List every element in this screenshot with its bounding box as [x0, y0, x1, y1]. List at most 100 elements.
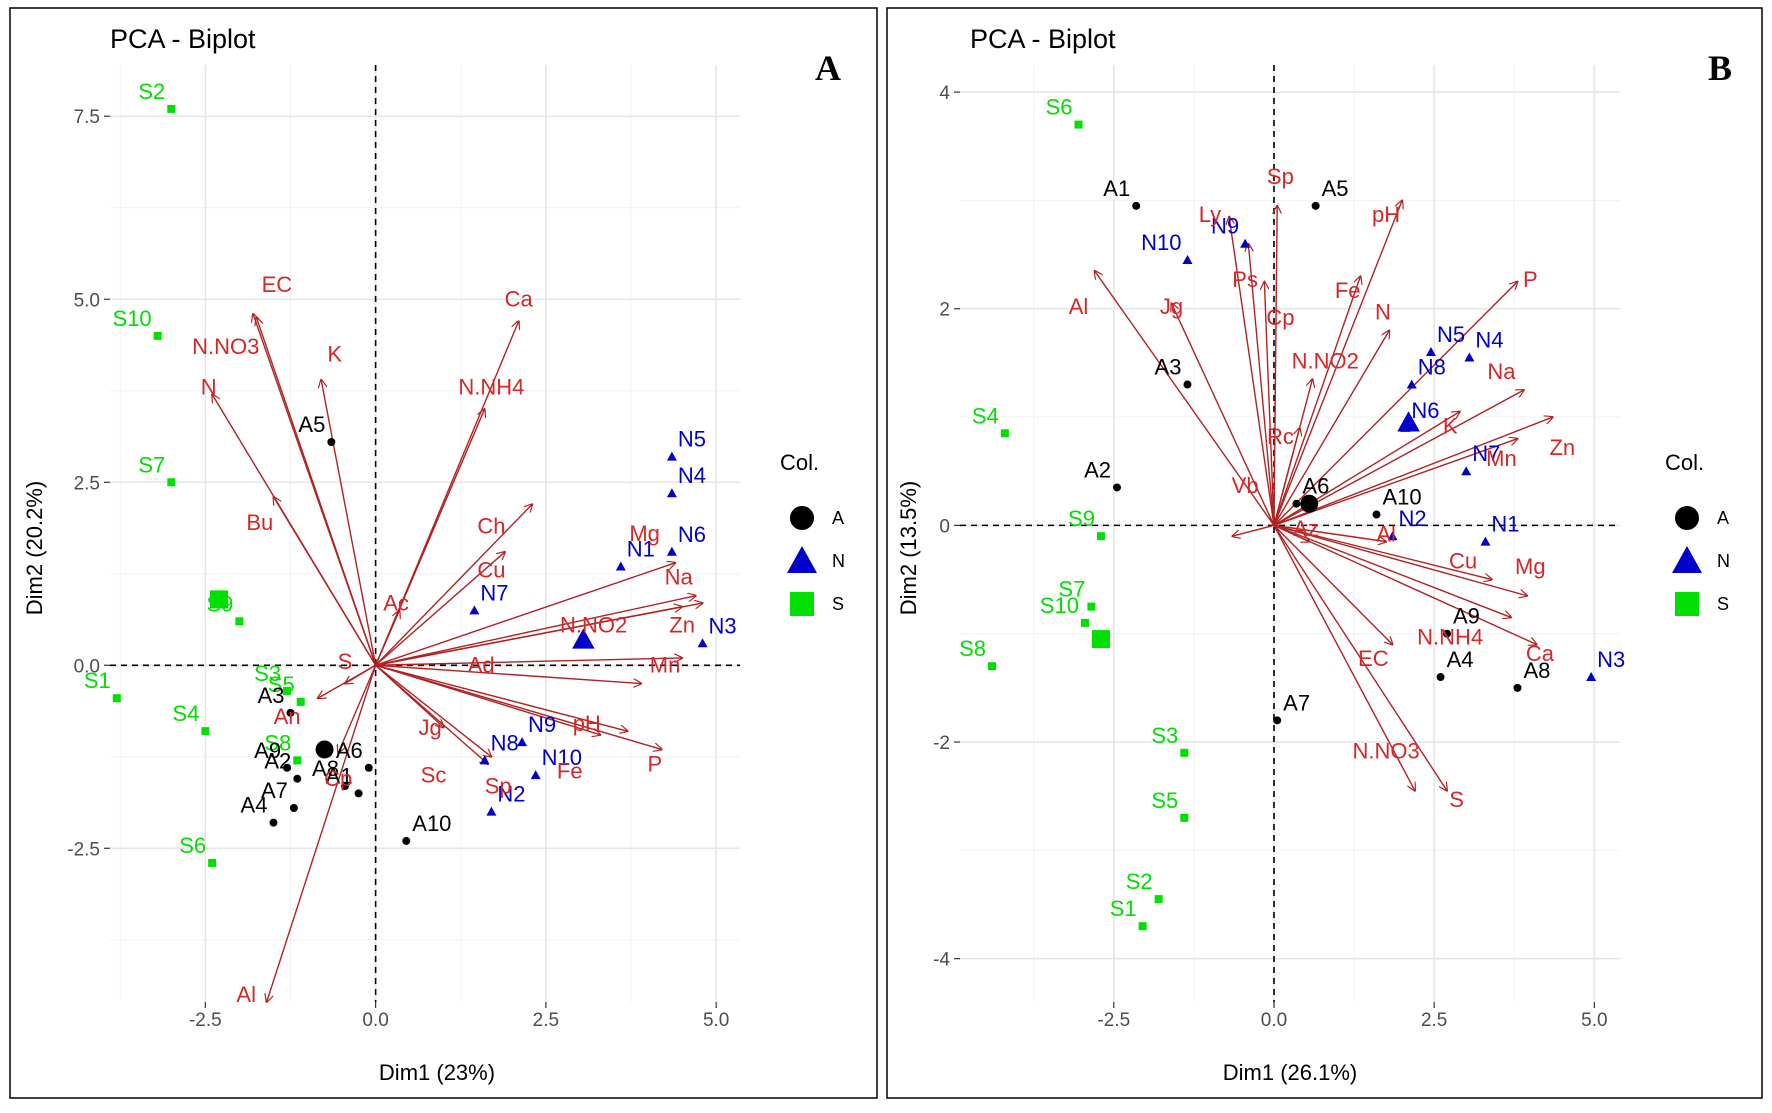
point-s9 [1096, 532, 1105, 541]
variable-label-n-nh4: N.NH4 [458, 374, 524, 399]
variable-arrow-n-nh4 [1273, 524, 1511, 617]
point-n5 [666, 451, 677, 461]
point-label-a7: A7 [1283, 690, 1310, 715]
variable-arrow-cp [1264, 282, 1275, 526]
variable-label-ch: Ch [477, 514, 505, 539]
y-tick-label: 0.0 [74, 656, 100, 677]
panel-letter: A [815, 48, 841, 88]
point-n2 [1387, 531, 1398, 541]
point-n8 [479, 755, 490, 765]
variable-label-k: K [327, 341, 342, 366]
y-tick-label: 4 [939, 83, 950, 104]
point-label-n2: N2 [497, 782, 525, 807]
variable-arrow-cp [338, 664, 377, 753]
variable-arrow-ac [374, 610, 400, 666]
point-n8 [1406, 379, 1417, 389]
variable-label-ca: Ca [1526, 641, 1555, 666]
variable-label-ac: Ac [383, 590, 409, 615]
point-label-n1: N1 [627, 536, 655, 561]
variable-arrow-zn [375, 603, 703, 666]
point-label-a1: A1 [326, 763, 353, 788]
point-s2 [1154, 895, 1163, 904]
variable-arrow-vb [1232, 524, 1275, 536]
point-label-a6: A6 [1302, 474, 1329, 499]
x-tick-label: 2.5 [533, 1010, 559, 1031]
variable-label-al: Al [1069, 294, 1089, 319]
variable-label-al: Al [1376, 522, 1396, 547]
point-n2 [486, 806, 497, 816]
variable-label-ps: Ps [1232, 267, 1258, 292]
variable-label-na: Na [665, 565, 694, 590]
y-tick-label: 5.0 [74, 290, 100, 311]
panel-border [9, 7, 878, 1099]
variable-label-bu: Bu [246, 510, 273, 535]
variable-label-ec: EC [1358, 646, 1389, 671]
variable-label-s: S [338, 649, 353, 674]
point-n1 [1480, 536, 1491, 546]
point-n7 [469, 605, 480, 615]
variable-label-az: Az [1293, 516, 1319, 541]
point-s8 [988, 662, 997, 671]
point-label-n3: N3 [1597, 647, 1625, 672]
point-label-n10: N10 [542, 745, 582, 770]
point-s7 [167, 478, 176, 487]
variable-arrow-n-no3 [256, 318, 377, 666]
point-label-s5: S5 [1151, 788, 1178, 813]
variable-label-sc: Sc [421, 762, 447, 787]
y-tick-label: -4 [933, 950, 950, 971]
point-label-n9: N9 [528, 712, 556, 737]
legend-label-n: N [832, 551, 845, 571]
variable-arrow-cu [1273, 524, 1492, 579]
legend: Col. A N S [1665, 450, 1730, 616]
legend-label-n: N [1717, 551, 1730, 571]
variable-label-vb: Vb [1232, 473, 1259, 498]
variable-label-zn: Zn [669, 612, 695, 637]
point-a10 [402, 836, 411, 845]
point-a3 [286, 708, 295, 717]
x-tick-label: 5.0 [1581, 1010, 1607, 1031]
point-label-a3: A3 [258, 683, 285, 708]
variable-label-jg: Jg [418, 715, 441, 740]
variable-label-ca: Ca [505, 287, 534, 312]
centroid-s [209, 590, 228, 609]
point-n5 [1425, 347, 1436, 357]
point-label-a5: A5 [298, 412, 325, 437]
legend-title: Col. [780, 450, 819, 475]
point-label-n8: N8 [491, 730, 519, 755]
y-tick-label: 2.5 [74, 473, 100, 494]
legend-key-n [787, 546, 817, 573]
point-label-s2: S2 [138, 79, 165, 104]
variable-label-n-nh4: N.NH4 [1417, 625, 1483, 650]
legend-label-s: S [1717, 594, 1729, 614]
point-label-n5: N5 [1437, 322, 1465, 347]
variable-label-ec: EC [262, 272, 293, 297]
point-label-a4: A4 [1447, 647, 1474, 672]
variable-arrow-ch [375, 504, 533, 666]
variable-label-rc: Rc [1267, 424, 1294, 449]
point-label-n5: N5 [678, 427, 706, 452]
panel-border [886, 7, 1763, 1099]
variable-arrow-na [375, 596, 696, 666]
panel-letter: B [1708, 48, 1732, 88]
point-a2 [293, 774, 302, 783]
point-label-a9: A9 [254, 738, 281, 763]
variable-label-cp: Cp [324, 766, 352, 791]
x-tick-label: 5.0 [703, 1010, 729, 1031]
x-axis-label: Dim1 (23%) [379, 1060, 495, 1085]
point-a4 [269, 818, 278, 827]
point-a6 [1292, 499, 1301, 508]
point-s2 [167, 104, 176, 113]
x-tick-label: -2.5 [189, 1010, 222, 1031]
point-a1 [354, 789, 363, 798]
point-label-s3: S3 [254, 661, 281, 686]
point-s6 [1074, 120, 1083, 129]
point-label-s6: S6 [1046, 95, 1073, 120]
point-a2 [1112, 483, 1121, 492]
legend-key-n [1672, 546, 1702, 573]
variable-label-al: Al [236, 982, 256, 1007]
variable-arrow-jg [1171, 303, 1275, 526]
point-a10 [1372, 510, 1381, 519]
chart-title: PCA - Biplot [110, 24, 256, 54]
point-s4 [1000, 429, 1009, 438]
